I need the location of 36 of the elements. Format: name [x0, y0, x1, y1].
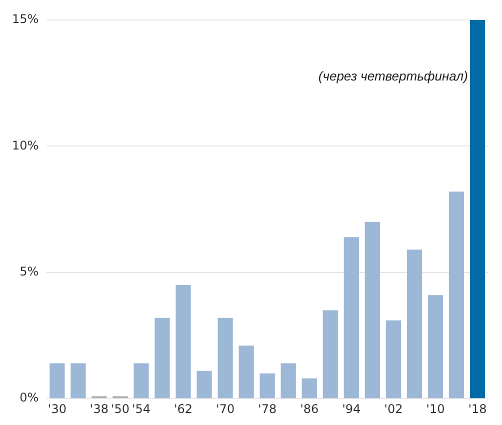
y-tick-label: 5% — [20, 264, 39, 279]
x-tick-label: '10 — [426, 402, 445, 416]
x-tick-label: '62 — [174, 402, 193, 416]
bar — [70, 363, 86, 398]
bar — [176, 285, 191, 398]
x-tick-label: '86 — [300, 402, 319, 416]
x-tick-label: '78 — [258, 402, 277, 416]
bar — [134, 363, 149, 398]
bar — [154, 318, 170, 398]
x-tick-label: '38 — [90, 402, 108, 416]
bar — [196, 370, 212, 398]
bar — [470, 20, 486, 398]
bar — [50, 363, 65, 398]
annotation: (через четвертьфинал) — [318, 68, 468, 84]
bar — [364, 222, 380, 398]
x-tick-label: '18 — [468, 402, 487, 416]
y-tick-label: 0% — [20, 390, 39, 405]
y-tick-label: 10% — [12, 138, 39, 152]
bar — [260, 373, 275, 398]
bar — [238, 346, 254, 398]
bar — [406, 250, 422, 398]
bar — [280, 363, 296, 398]
bar — [428, 295, 444, 398]
bar — [218, 318, 233, 398]
x-tick-label: '94 — [342, 402, 361, 416]
x-tick-label: '54 — [132, 402, 151, 416]
bar — [302, 378, 317, 398]
x-tick-label: '02 — [384, 402, 403, 416]
bar — [344, 237, 359, 398]
bar — [448, 192, 464, 398]
y-tick-label: 15% — [12, 12, 39, 26]
x-tick-label: '70 — [216, 402, 235, 416]
bar — [386, 320, 401, 398]
x-tick-label: '50 — [110, 402, 130, 416]
x-tick-label: '30 — [48, 402, 66, 416]
bar — [322, 310, 338, 398]
